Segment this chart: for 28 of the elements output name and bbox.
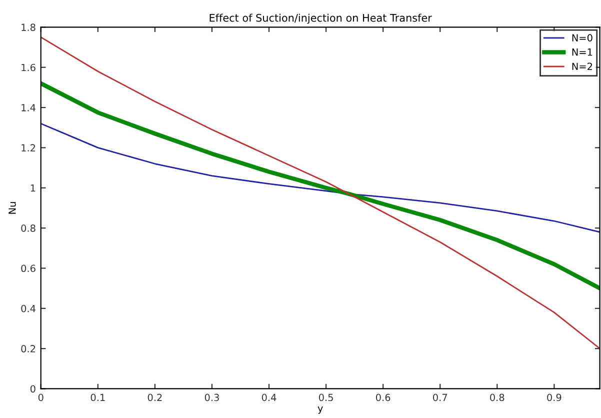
legend-label: N=0 bbox=[572, 34, 592, 42]
y-tick-label: 1 bbox=[30, 184, 36, 192]
line-series bbox=[40, 81, 600, 290]
x-tick-label: 0.6 bbox=[376, 394, 390, 402]
y-tick-label: 0.2 bbox=[21, 345, 36, 352]
x-tick-label: 0.4 bbox=[262, 394, 276, 402]
x-axis-title: y bbox=[318, 406, 323, 414]
x-tick-label: 0.8 bbox=[490, 394, 504, 402]
y-tick-label: 0.8 bbox=[21, 224, 36, 232]
x-tick-label: 0.2 bbox=[148, 394, 162, 402]
x-tick-label: 0.3 bbox=[204, 394, 219, 402]
legend-label: N=2 bbox=[572, 62, 592, 70]
x-tick-label: 0.7 bbox=[433, 394, 448, 402]
y-tick-label: 1.8 bbox=[22, 24, 36, 31]
y-tick-label: 0 bbox=[30, 385, 36, 393]
y-tick-label: 1.4 bbox=[22, 104, 36, 112]
y-tick-label: 0.6 bbox=[21, 264, 36, 272]
line-series bbox=[40, 122, 600, 233]
y-tick-label: 0.4 bbox=[21, 304, 36, 312]
y-tick-label: 1.2 bbox=[22, 144, 36, 152]
x-tick-label: 0.1 bbox=[90, 394, 105, 402]
x-tick-label: 0.9 bbox=[547, 394, 562, 402]
x-tick-label: 0 bbox=[38, 394, 44, 402]
y-tick-label: 1.6 bbox=[22, 64, 36, 72]
chart-title: Effect of Suction/injection on Heat Transfer bbox=[210, 14, 432, 24]
y-axis-title: Nu bbox=[8, 202, 16, 214]
legend-label: N=1 bbox=[572, 48, 592, 56]
x-tick-label: 0.5 bbox=[318, 394, 333, 402]
